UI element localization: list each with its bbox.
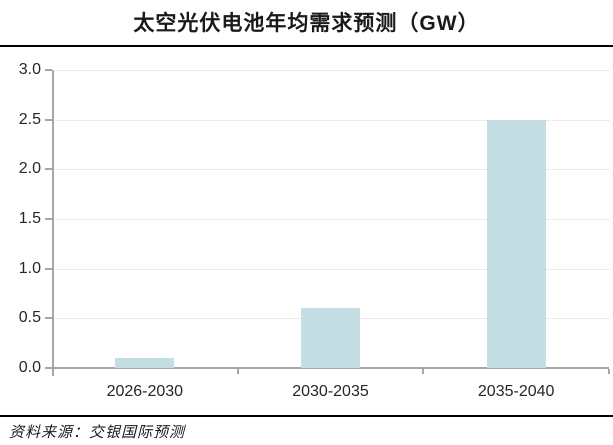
y-tick-label: 2.5 bbox=[18, 110, 41, 128]
x-tick-mark bbox=[422, 369, 425, 374]
y-tick-mark bbox=[45, 317, 52, 320]
y-tick-mark bbox=[45, 118, 52, 121]
source-note: 资料来源：交银国际预测 bbox=[9, 425, 186, 441]
y-tick-mark bbox=[45, 168, 52, 171]
y-tick-label: 3.0 bbox=[18, 61, 41, 78]
top-divider bbox=[0, 45, 613, 47]
x-category-label: 2026-2030 bbox=[106, 383, 184, 400]
x-axis-line bbox=[52, 367, 609, 369]
y-tick-label: 2.0 bbox=[18, 160, 41, 178]
y-tick-mark bbox=[45, 218, 52, 220]
x-tick-mark bbox=[236, 369, 239, 374]
y-tick-mark bbox=[45, 69, 52, 71]
gridline bbox=[52, 119, 609, 121]
gridline bbox=[52, 268, 609, 270]
y-tick-label: 1.0 bbox=[18, 259, 41, 277]
x-category-label: 2030-2035 bbox=[292, 383, 369, 400]
gridline bbox=[52, 70, 609, 71]
plot-area bbox=[52, 70, 610, 376]
y-tick-mark bbox=[45, 267, 52, 270]
bar bbox=[115, 358, 175, 368]
y-axis-line bbox=[52, 70, 54, 376]
y-tick-mark bbox=[45, 367, 52, 369]
gridline bbox=[52, 219, 609, 220]
bar bbox=[486, 119, 546, 368]
y-tick-label: 1.5 bbox=[18, 210, 41, 227]
x-tick-mark bbox=[608, 369, 610, 374]
y-tick-label: 0.5 bbox=[18, 309, 41, 327]
gridline bbox=[52, 169, 609, 171]
bar bbox=[301, 308, 360, 368]
bottom-divider bbox=[0, 415, 613, 417]
chart-title: 太空光伏电池年均需求预测（GW） bbox=[133, 12, 480, 35]
x-category-label: 2035-2040 bbox=[477, 383, 555, 400]
y-tick-label: 0.0 bbox=[18, 359, 41, 376]
